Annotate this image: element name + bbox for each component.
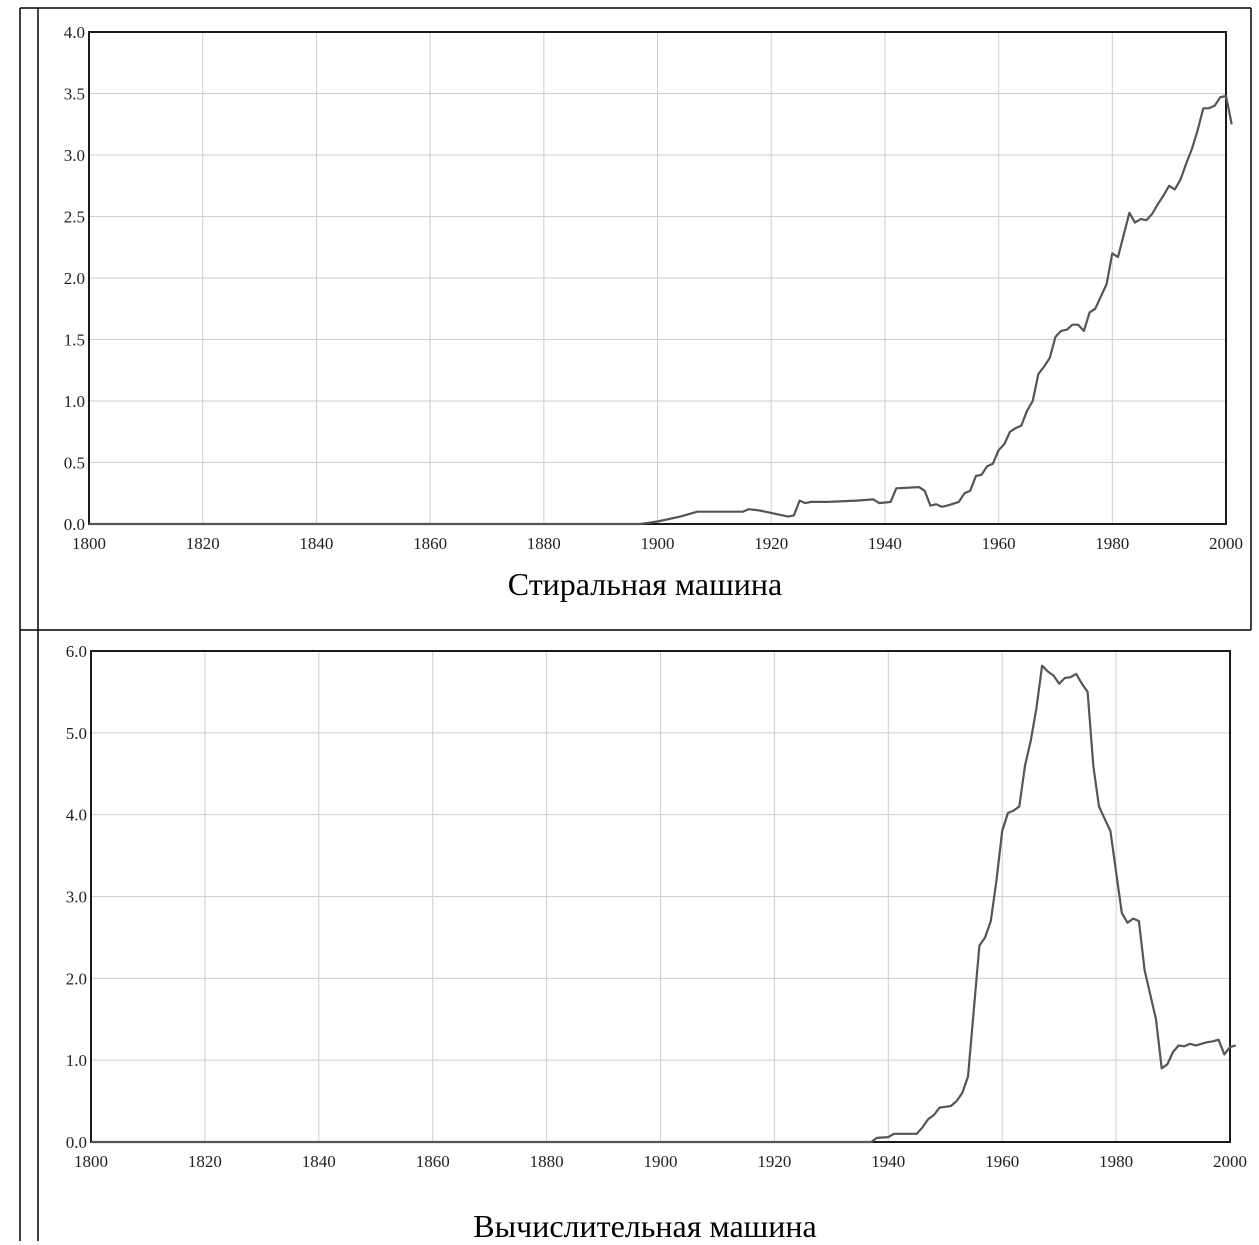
y-tick-label: 5.0 — [66, 724, 87, 743]
x-tick-label: 1800 — [72, 534, 106, 553]
x-tick-label: 1940 — [868, 534, 902, 553]
x-tick-label: 1840 — [302, 1152, 336, 1171]
x-tick-label: 1920 — [754, 534, 788, 553]
y-tick-label: 4.0 — [64, 23, 85, 42]
x-tick-label: 1980 — [1099, 1152, 1133, 1171]
chart-0-svg: 1800 1820 1840 1860 1880 1900 1920 1940 1960 1980… — [64, 23, 1243, 553]
series-line — [89, 94, 1233, 526]
y-tick-label: 0.0 — [64, 515, 85, 534]
x-tick-label: 2000 — [1213, 1152, 1247, 1171]
y-tick-label: 1.5 — [64, 331, 85, 350]
x-tick-label: 1880 — [530, 1152, 564, 1171]
x-tick-label: 1860 — [416, 1152, 450, 1171]
x-tick-label: 1940 — [871, 1152, 905, 1171]
y-tick-label: 1.0 — [64, 392, 85, 411]
series-line — [91, 664, 1237, 1144]
chart-computing-machine: 1800 1820 1840 1860 1880 1900 1920 1940 1960 1980… — [0, 630, 1259, 1244]
y-tick-label: 3.5 — [64, 85, 85, 104]
x-tick-label: 1900 — [641, 534, 675, 553]
y-tick-label: 4.0 — [66, 806, 87, 825]
y-tick-label: 2.0 — [64, 269, 85, 288]
x-tick-label: 1820 — [188, 1152, 222, 1171]
chart-title: Вычислительная машина — [473, 1208, 817, 1244]
x-tick-label: 1900 — [644, 1152, 678, 1171]
x-tick-label: 1860 — [413, 534, 447, 553]
chart-title: Стиральная машина — [507, 566, 783, 602]
y-tick-label: 0.0 — [66, 1133, 87, 1152]
chart-washing-machine: 1800 1820 1840 1860 1880 1900 1920 1940 1960 1980… — [64, 23, 1243, 602]
x-tick-label: 1880 — [527, 534, 561, 553]
y-tick-label: 0.5 — [64, 454, 85, 473]
x-tick-label: 1960 — [982, 534, 1016, 553]
y-tick-label: 3.0 — [66, 888, 87, 907]
x-tick-label: 1960 — [985, 1152, 1019, 1171]
x-tick-label: 1920 — [757, 1152, 791, 1171]
x-tick-label: 1820 — [186, 534, 220, 553]
x-tick-label: 2000 — [1209, 534, 1243, 553]
y-tick-label: 1.0 — [66, 1051, 87, 1070]
plot-area-border — [88, 31, 1227, 525]
x-tick-label: 1800 — [74, 1152, 108, 1171]
x-tick-label: 1840 — [299, 534, 333, 553]
y-tick-label: 6.0 — [66, 642, 87, 661]
x-tick-label: 1980 — [1095, 534, 1129, 553]
y-tick-label: 2.0 — [66, 969, 87, 988]
y-tick-label: 2.5 — [64, 208, 85, 227]
chart-1-svg: 1800 1820 1840 1860 1880 1900 1920 1940 1960 1980… — [66, 642, 1247, 1171]
y-tick-label: 3.0 — [64, 146, 85, 165]
